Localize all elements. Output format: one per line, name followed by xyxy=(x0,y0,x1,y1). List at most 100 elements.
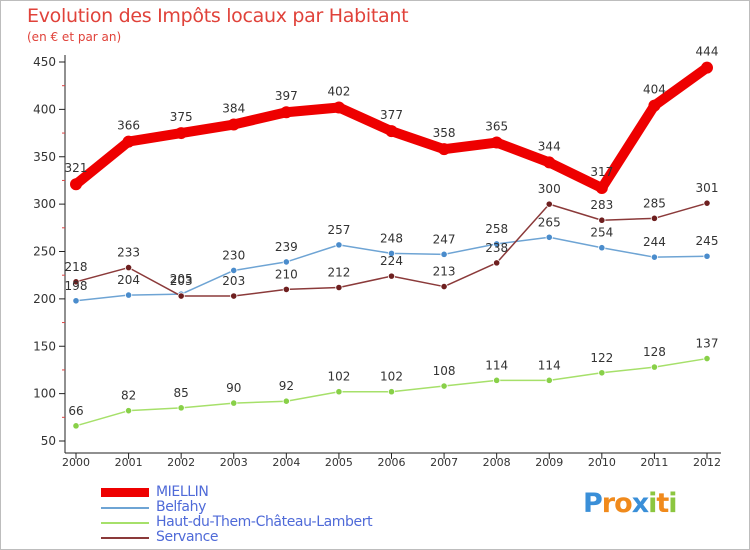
data-label: 248 xyxy=(380,231,403,245)
data-label: 265 xyxy=(538,215,561,229)
data-label: 402 xyxy=(327,84,350,98)
data-label: 285 xyxy=(643,196,666,210)
data-label: 102 xyxy=(327,370,350,384)
data-point xyxy=(701,61,713,74)
y-tick-label: 100 xyxy=(33,387,56,401)
data-point xyxy=(230,292,238,300)
legend-swatch-servance xyxy=(101,537,149,539)
x-tick-label: 2008 xyxy=(483,456,511,469)
data-point xyxy=(650,214,659,222)
data-label: 218 xyxy=(65,260,88,274)
data-point xyxy=(72,278,80,286)
data-label: 213 xyxy=(433,265,456,279)
data-point xyxy=(335,283,343,292)
legend-swatch-haut-du-them xyxy=(101,522,149,524)
data-point xyxy=(438,143,451,156)
data-label: 66 xyxy=(68,404,83,418)
data-point xyxy=(70,178,82,191)
data-point xyxy=(387,388,396,396)
data-label: 245 xyxy=(696,234,719,248)
y-tick-label: 200 xyxy=(33,292,56,306)
data-label: 257 xyxy=(327,223,350,237)
data-label: 128 xyxy=(643,345,666,359)
data-label: 102 xyxy=(380,370,403,384)
data-point xyxy=(703,354,711,363)
data-label: 114 xyxy=(485,358,508,372)
legend-label-haut-du-them: Haut-du-Them-Château-Lambert xyxy=(156,514,373,530)
data-label: 317 xyxy=(590,165,613,179)
data-point xyxy=(335,388,343,396)
data-label: 82 xyxy=(121,389,136,403)
logo-letter: i xyxy=(648,488,657,519)
x-tick-label: 2003 xyxy=(220,456,248,469)
data-label: 375 xyxy=(170,110,193,124)
legend-label-servance: Servance xyxy=(156,529,219,545)
data-point xyxy=(230,399,238,407)
y-tick-label: 350 xyxy=(33,150,56,164)
data-point xyxy=(650,363,659,371)
y-tick-label: 450 xyxy=(33,55,56,69)
logo-letter: o xyxy=(614,488,633,519)
data-label: 203 xyxy=(170,274,193,288)
y-tick-label: 50 xyxy=(41,434,56,448)
data-point xyxy=(332,101,345,114)
logo-letter: t xyxy=(656,488,669,519)
x-tick-label: 2011 xyxy=(640,456,668,469)
data-label: 384 xyxy=(222,102,245,116)
data-label: 397 xyxy=(275,89,298,103)
data-label: 377 xyxy=(380,108,403,122)
data-label: 254 xyxy=(590,226,613,240)
data-point xyxy=(280,106,293,119)
data-point xyxy=(177,292,185,300)
data-point xyxy=(72,297,80,305)
x-tick-label: 2005 xyxy=(325,456,353,469)
x-tick-label: 2001 xyxy=(115,456,143,469)
data-point xyxy=(124,407,133,415)
data-label: 198 xyxy=(65,279,88,293)
data-point xyxy=(545,376,553,384)
data-label: 205 xyxy=(170,272,193,286)
data-label: 224 xyxy=(380,254,403,268)
data-point xyxy=(175,127,188,140)
data-label: 239 xyxy=(275,240,298,254)
data-point xyxy=(650,253,659,261)
x-tick-label: 2007 xyxy=(430,456,458,469)
data-point xyxy=(598,369,606,377)
legend-item-servance: Servance xyxy=(101,529,461,545)
data-point xyxy=(230,266,238,275)
data-point xyxy=(124,291,133,299)
data-label: 321 xyxy=(65,161,88,175)
data-point xyxy=(703,252,711,260)
data-point xyxy=(387,249,396,257)
data-point xyxy=(493,240,501,248)
data-label: 404 xyxy=(643,83,666,97)
x-tick-label: 2004 xyxy=(272,456,300,469)
data-label: 137 xyxy=(696,337,719,351)
legend: MIELLIN Belfahy Haut-du-Them-Château-Lam… xyxy=(101,484,461,545)
data-point xyxy=(387,272,396,280)
data-label: 244 xyxy=(643,235,666,249)
data-label: 203 xyxy=(222,274,245,288)
legend-label-belfahy: Belfahy xyxy=(156,499,206,515)
data-label: 301 xyxy=(696,181,719,195)
legend-label-miellin: MIELLIN xyxy=(156,484,209,500)
logo-letter: i xyxy=(668,488,677,519)
data-label: 114 xyxy=(538,358,561,372)
data-label: 85 xyxy=(174,386,189,400)
data-label: 90 xyxy=(226,381,241,395)
y-tick-label: 300 xyxy=(33,197,56,211)
x-tick-label: 2012 xyxy=(693,456,721,469)
chart-title: Evolution des Impôts locaux par Habitant xyxy=(27,5,409,27)
data-label: 444 xyxy=(696,45,719,59)
data-point xyxy=(122,135,135,148)
data-label: 258 xyxy=(485,222,508,236)
data-label: 358 xyxy=(433,126,456,140)
data-point xyxy=(598,216,606,224)
data-label: 230 xyxy=(222,248,245,262)
data-label: 300 xyxy=(538,182,561,196)
x-tick-label: 2000 xyxy=(62,456,90,469)
legend-item-miellin: MIELLIN xyxy=(101,484,461,500)
x-tick-label: 2006 xyxy=(378,456,406,469)
data-point xyxy=(545,200,553,208)
